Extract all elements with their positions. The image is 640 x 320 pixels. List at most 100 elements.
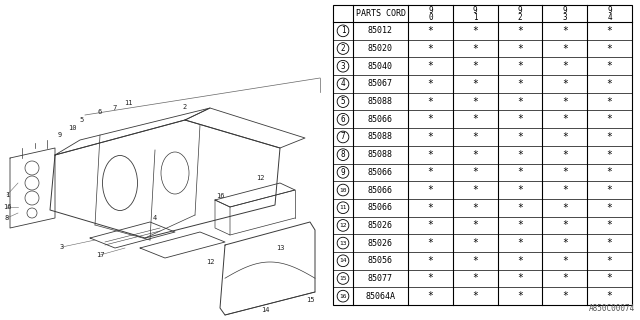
Text: 85026: 85026: [368, 221, 393, 230]
Text: *: *: [562, 26, 568, 36]
Text: 14: 14: [260, 307, 269, 313]
Text: 6: 6: [340, 115, 346, 124]
Text: *: *: [517, 274, 523, 284]
Text: *: *: [428, 185, 433, 195]
Text: *: *: [562, 61, 568, 71]
Text: 9: 9: [58, 132, 62, 138]
Text: 3: 3: [340, 62, 346, 71]
Text: 85088: 85088: [368, 132, 393, 141]
Text: 10: 10: [339, 188, 347, 193]
Text: *: *: [428, 79, 433, 89]
Text: *: *: [607, 203, 612, 213]
Text: *: *: [472, 291, 478, 301]
Text: 85064A: 85064A: [365, 292, 396, 301]
Text: 16: 16: [3, 204, 12, 210]
Text: 12: 12: [256, 175, 264, 181]
Text: 10: 10: [68, 125, 76, 131]
Text: *: *: [607, 167, 612, 177]
Text: *: *: [472, 167, 478, 177]
Text: *: *: [607, 26, 612, 36]
Text: *: *: [562, 114, 568, 124]
Text: *: *: [562, 185, 568, 195]
Text: 8: 8: [5, 215, 9, 221]
Text: *: *: [428, 114, 433, 124]
Text: 9: 9: [428, 6, 433, 15]
Text: *: *: [562, 97, 568, 107]
Text: 85066: 85066: [368, 115, 393, 124]
Text: *: *: [607, 256, 612, 266]
Text: *: *: [607, 150, 612, 160]
Text: 1: 1: [473, 13, 477, 22]
Text: *: *: [517, 114, 523, 124]
Text: 2: 2: [183, 104, 187, 110]
Text: *: *: [428, 26, 433, 36]
Text: 2: 2: [340, 44, 346, 53]
Text: *: *: [607, 44, 612, 53]
Text: 85012: 85012: [368, 26, 393, 35]
Text: *: *: [517, 97, 523, 107]
Text: 9: 9: [473, 6, 477, 15]
Text: *: *: [428, 97, 433, 107]
Text: *: *: [607, 61, 612, 71]
Text: *: *: [428, 167, 433, 177]
Text: 11: 11: [339, 205, 347, 210]
Text: *: *: [428, 44, 433, 53]
Text: 9: 9: [607, 6, 612, 15]
Text: 11: 11: [124, 100, 132, 106]
Text: 7: 7: [113, 105, 117, 111]
Text: 14: 14: [339, 258, 347, 263]
Text: 16: 16: [216, 193, 224, 199]
Text: *: *: [562, 167, 568, 177]
Text: *: *: [517, 256, 523, 266]
Text: 3: 3: [60, 244, 64, 250]
Text: *: *: [607, 274, 612, 284]
Text: 3: 3: [563, 13, 567, 22]
Text: *: *: [607, 114, 612, 124]
Text: 85077: 85077: [368, 274, 393, 283]
Text: A850C00074: A850C00074: [589, 304, 635, 313]
Text: 85067: 85067: [368, 79, 393, 88]
Text: *: *: [517, 26, 523, 36]
Bar: [333, 5, 632, 305]
Text: 85066: 85066: [368, 168, 393, 177]
Text: *: *: [607, 97, 612, 107]
Text: *: *: [472, 132, 478, 142]
Text: *: *: [472, 185, 478, 195]
Text: *: *: [517, 132, 523, 142]
Text: *: *: [607, 220, 612, 230]
Text: *: *: [472, 114, 478, 124]
Text: 17: 17: [96, 252, 104, 258]
Text: *: *: [607, 79, 612, 89]
Text: *: *: [472, 256, 478, 266]
Text: *: *: [562, 220, 568, 230]
Text: 16: 16: [339, 294, 347, 299]
Text: *: *: [428, 220, 433, 230]
Text: 13: 13: [339, 241, 347, 245]
Text: 1: 1: [5, 192, 9, 198]
Text: *: *: [428, 274, 433, 284]
Text: *: *: [607, 238, 612, 248]
Text: 85026: 85026: [368, 239, 393, 248]
Text: 2: 2: [518, 13, 522, 22]
Text: *: *: [517, 150, 523, 160]
Text: 85088: 85088: [368, 150, 393, 159]
Text: *: *: [517, 185, 523, 195]
Text: *: *: [428, 150, 433, 160]
Text: 9: 9: [340, 168, 346, 177]
Text: 15: 15: [306, 297, 314, 303]
Text: 15: 15: [339, 276, 347, 281]
Text: *: *: [607, 185, 612, 195]
Text: 5: 5: [340, 97, 346, 106]
Text: 12: 12: [339, 223, 347, 228]
Text: 85088: 85088: [368, 97, 393, 106]
Text: *: *: [562, 79, 568, 89]
Text: *: *: [517, 203, 523, 213]
Text: *: *: [472, 203, 478, 213]
Text: *: *: [472, 61, 478, 71]
Text: *: *: [517, 220, 523, 230]
Text: *: *: [607, 291, 612, 301]
Text: *: *: [517, 44, 523, 53]
Text: *: *: [472, 97, 478, 107]
Text: 9: 9: [518, 6, 522, 15]
Text: 85056: 85056: [368, 256, 393, 265]
